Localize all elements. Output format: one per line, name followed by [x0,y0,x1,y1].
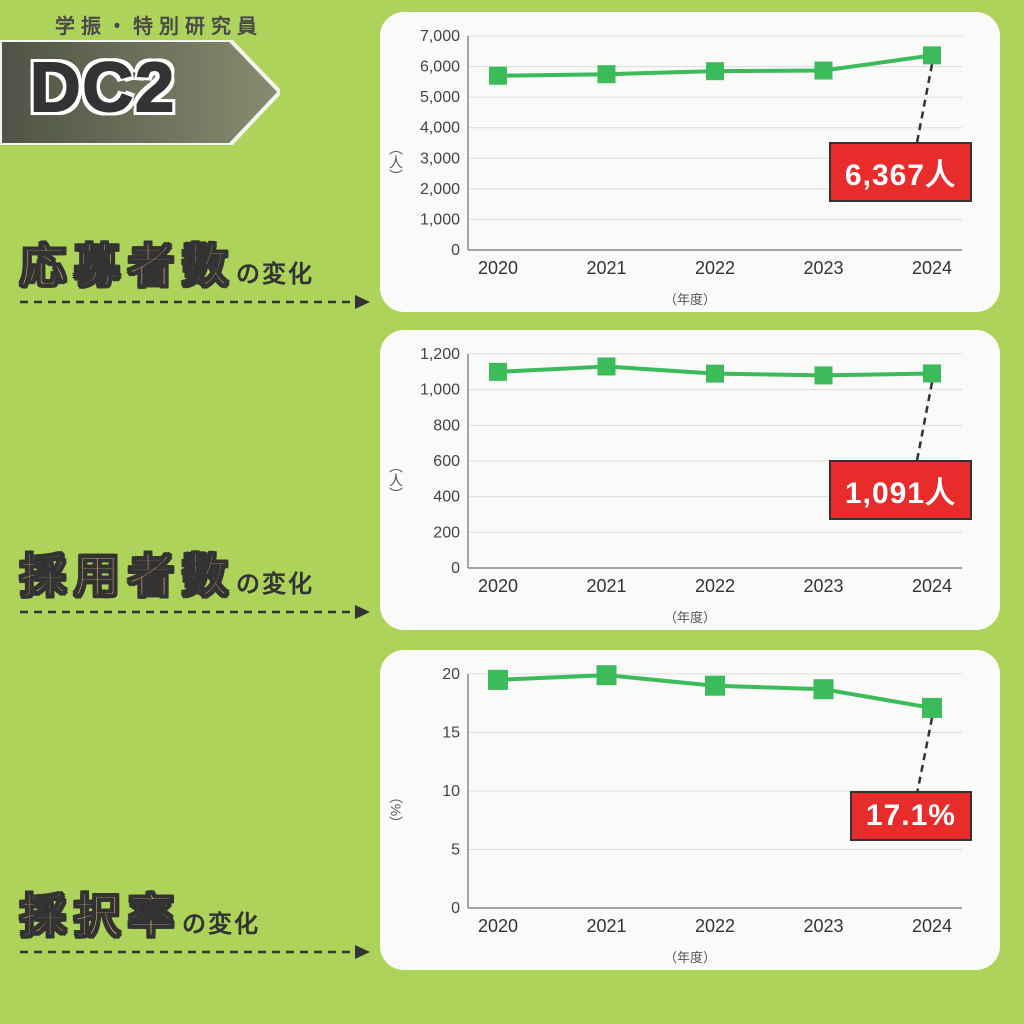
chart-card-2: （%）0510152020202021202220232024（年度）17.1% [380,650,1000,970]
svg-text:2022: 2022 [695,576,735,596]
section-label-small: の変化 [182,911,260,938]
svg-text:15: 15 [442,725,460,742]
svg-text:7,000: 7,000 [420,28,460,45]
chart-card-1: （人） 0 200 400 600 800 1,000 1,200 2020 2021 2022 20… [380,330,1000,630]
y-axis-label: （%） [386,790,406,830]
svg-text:600: 600 [433,453,460,470]
svg-text:4,000: 4,000 [420,120,460,137]
section-arrow-2 [20,945,370,947]
svg-text:2021: 2021 [586,258,626,278]
section-label-1: 採用者数の変化 [20,540,360,606]
svg-text:2020: 2020 [478,916,518,936]
svg-text:2023: 2023 [803,258,843,278]
section-arrow-0 [20,295,370,297]
svg-text:0: 0 [451,242,460,259]
svg-text:2020: 2020 [478,258,518,278]
x-axis-label: （年度） [398,947,982,966]
svg-text:0: 0 [451,560,460,577]
header-subtitle: 学振・特別研究員 [55,10,263,39]
svg-text:800: 800 [433,417,460,434]
svg-text:2020: 2020 [478,576,518,596]
svg-text:400: 400 [433,489,460,506]
svg-text:0: 0 [451,900,460,917]
svg-text:5: 5 [451,842,460,859]
svg-text:2023: 2023 [803,916,843,936]
svg-text:1,200: 1,200 [420,346,460,363]
x-axis-label: （年度） [398,607,982,626]
section-label-2: 採択率の変化 [20,880,360,946]
svg-text:2024: 2024 [912,576,952,596]
svg-text:1,000: 1,000 [420,382,460,399]
chart-card-0: （人） 0 1,000 2,000 3,000 4,000 5,000 6,000 7,000 2… [380,12,1000,312]
section-label-big: 応募者数 [20,240,236,292]
callout-0: 6,367人 [829,142,972,202]
svg-text:2022: 2022 [695,916,735,936]
y-axis-label: （人） [386,459,406,501]
header-title: DC2 [30,47,176,127]
section-label-small: の変化 [236,571,314,598]
y-axis-label: （人） [386,141,406,183]
svg-text:2024: 2024 [912,916,952,936]
svg-text:10: 10 [442,783,460,800]
section-label-small: の変化 [236,261,314,288]
svg-text:2021: 2021 [586,916,626,936]
callout-2: 17.1% [850,791,972,841]
x-axis-label: （年度） [398,289,982,308]
section-label-big: 採用者数 [20,550,236,602]
svg-text:2,000: 2,000 [420,181,460,198]
svg-text:2021: 2021 [586,576,626,596]
svg-text:5,000: 5,000 [420,89,460,106]
svg-text:20: 20 [442,666,460,683]
svg-text:3,000: 3,000 [420,150,460,167]
svg-text:2024: 2024 [912,258,952,278]
section-label-0: 応募者数の変化 [20,230,360,296]
svg-text:2022: 2022 [695,258,735,278]
section-arrow-1 [20,605,370,607]
svg-text:2023: 2023 [803,576,843,596]
svg-text:1,000: 1,000 [420,211,460,228]
callout-1: 1,091人 [829,460,972,520]
svg-text:200: 200 [433,524,460,541]
svg-text:6,000: 6,000 [420,59,460,76]
section-label-big: 採択率 [20,890,182,942]
